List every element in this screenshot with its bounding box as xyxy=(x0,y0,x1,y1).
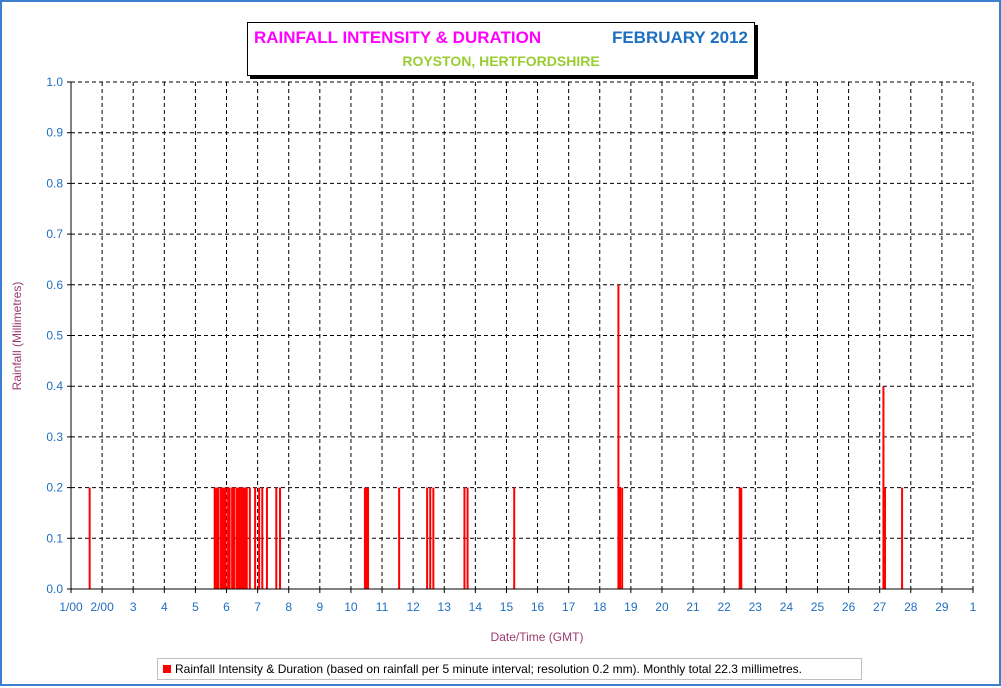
chart-title: RAINFALL INTENSITY & DURATION xyxy=(254,28,542,47)
rain-bar xyxy=(224,487,227,589)
rain-bar xyxy=(254,487,257,589)
x-tick-label: 2/00 xyxy=(90,600,114,614)
y-tick-label: 0.8 xyxy=(46,176,63,190)
rain-bar xyxy=(463,487,466,589)
rain-bar xyxy=(618,487,621,589)
x-tick-label: 18 xyxy=(593,600,607,614)
rain-bar xyxy=(227,487,230,589)
y-tick-label: 0.5 xyxy=(46,329,63,343)
rain-bar xyxy=(223,487,226,589)
x-tick-label: 5 xyxy=(192,600,199,614)
x-axis-title: Date/Time (GMT) xyxy=(490,630,584,644)
rain-bar xyxy=(265,487,268,589)
x-tick-label: 3 xyxy=(130,600,137,614)
rain-bar xyxy=(363,487,366,589)
x-tick-label: 1/00 xyxy=(59,600,83,614)
y-tick-label: 0.1 xyxy=(46,531,63,545)
x-tick-label: 9 xyxy=(316,600,323,614)
rain-bar xyxy=(429,487,432,589)
x-tick-label: 11 xyxy=(376,600,389,614)
y-tick-label: 1.0 xyxy=(46,75,63,89)
rain-bar xyxy=(740,487,743,589)
rain-bar xyxy=(279,487,282,589)
rain-bar xyxy=(228,487,231,589)
x-tick-label: 19 xyxy=(624,600,638,614)
rain-bar xyxy=(275,487,278,589)
x-tick-label: 26 xyxy=(842,600,856,614)
x-tick-label: 24 xyxy=(780,600,794,614)
x-tick-label: 14 xyxy=(469,600,483,614)
rain-bar xyxy=(258,487,261,589)
rain-bar xyxy=(245,487,248,589)
rain-bar xyxy=(621,487,624,589)
y-axis-title: Rainfall (Millimetres) xyxy=(10,281,24,391)
chart-month: FEBRUARY 2012 xyxy=(611,28,748,47)
x-tick-label: 12 xyxy=(406,600,420,614)
legend: Rainfall Intensity & Duration (based on … xyxy=(157,658,862,680)
x-tick-label: 20 xyxy=(655,600,669,614)
y-tick-label: 0.2 xyxy=(46,481,63,495)
rain-bar xyxy=(398,487,401,589)
x-tick-label: 27 xyxy=(873,600,887,614)
y-tick-label: 0.4 xyxy=(46,379,63,393)
x-tick-label: 15 xyxy=(500,600,514,614)
rain-bar xyxy=(901,487,904,589)
rain-bar xyxy=(261,487,264,589)
y-tick-label: 0.3 xyxy=(46,430,63,444)
x-tick-label: 23 xyxy=(749,600,763,614)
rain-bar xyxy=(426,487,429,589)
rain-bar xyxy=(231,487,234,589)
x-tick-label: 22 xyxy=(717,600,731,614)
rain-bar xyxy=(738,487,741,589)
chart-title-box: RAINFALL INTENSITY & DURATION FEBRUARY 2… xyxy=(247,22,755,76)
rain-bar xyxy=(513,487,516,589)
x-tick-label: 4 xyxy=(161,600,168,614)
rain-bar xyxy=(365,487,368,589)
rain-bar xyxy=(248,487,251,589)
legend-swatch xyxy=(163,665,171,673)
y-tick-label: 0.6 xyxy=(46,278,63,292)
rain-bar xyxy=(367,487,370,589)
rain-bar xyxy=(219,487,222,589)
rain-bar xyxy=(617,284,620,589)
rain-bar xyxy=(217,487,220,589)
x-tick-label: 1 xyxy=(970,600,977,614)
y-tick-label: 0.9 xyxy=(46,126,63,140)
y-tick-label: 0.0 xyxy=(46,582,63,596)
rain-bar xyxy=(883,487,886,589)
y-tick-label: 0.7 xyxy=(46,227,63,241)
rain-bar xyxy=(882,386,885,589)
x-tick-label: 13 xyxy=(438,600,452,614)
x-tick-label: 29 xyxy=(935,600,949,614)
x-tick-label: 28 xyxy=(904,600,918,614)
x-tick-label: 17 xyxy=(562,600,576,614)
rain-bar xyxy=(88,487,91,589)
rain-bar xyxy=(232,487,235,589)
x-tick-label: 7 xyxy=(254,600,261,614)
x-tick-label: 21 xyxy=(686,600,700,614)
legend-label: Rainfall Intensity & Duration (based on … xyxy=(175,662,802,676)
rain-bar xyxy=(432,487,435,589)
rain-bar xyxy=(466,487,469,589)
x-tick-label: 16 xyxy=(531,600,545,614)
x-tick-label: 25 xyxy=(811,600,825,614)
chart-location: ROYSTON, HERTFORDSHIRE xyxy=(402,53,600,69)
x-tick-label: 6 xyxy=(223,600,230,614)
x-tick-label: 8 xyxy=(285,600,292,614)
x-tick-label: 10 xyxy=(344,600,358,614)
rain-bar xyxy=(221,487,224,589)
